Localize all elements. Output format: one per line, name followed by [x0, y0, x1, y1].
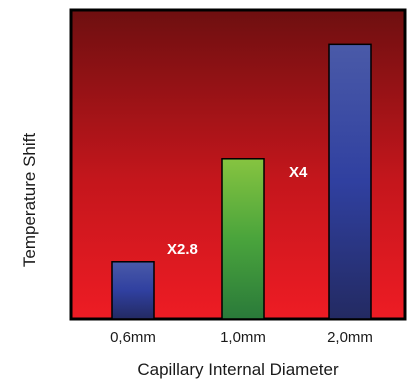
annotation-x4: X4	[289, 164, 308, 181]
bars-group	[111, 43, 372, 320]
bar-1	[221, 158, 265, 320]
y-axis-title: Temperature Shift	[20, 133, 39, 267]
x-axis-title: Capillary Internal Diameter	[137, 360, 339, 379]
x-tick-label-2: 2,0mm	[327, 329, 373, 346]
bar-2	[328, 43, 372, 320]
x-tick-label-1: 1,0mm	[220, 329, 266, 346]
annotation-x2-8: X2.8	[167, 241, 198, 258]
bar-0	[111, 261, 155, 320]
x-tick-label-0: 0,6mm	[110, 329, 156, 346]
x-tick-labels: 0,6mm 1,0mm 2,0mm	[110, 329, 373, 346]
